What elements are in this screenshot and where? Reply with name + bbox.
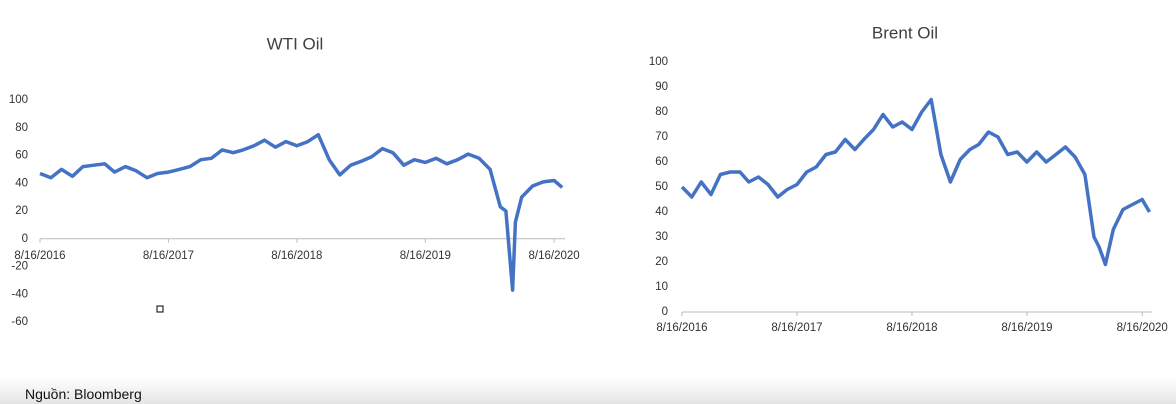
y-tick-label: 100 xyxy=(9,94,28,106)
y-tick-label: 10 xyxy=(655,281,668,293)
source: Nguồn: Bloomberg xyxy=(25,386,142,402)
y-tick-label: 20 xyxy=(15,205,28,217)
y-tick-label: 90 xyxy=(655,81,668,93)
y-tick-label: -40 xyxy=(11,288,28,300)
y-tick-label: 30 xyxy=(655,231,668,243)
line-series xyxy=(680,97,1152,267)
x-tick-label: 8/16/2016 xyxy=(656,322,707,334)
y-tick-label: 50 xyxy=(655,181,668,193)
line-series xyxy=(39,132,564,292)
x-tick-label: 8/16/2018 xyxy=(271,250,322,262)
y-tick-label: 0 xyxy=(662,306,668,318)
y-tick-label: -60 xyxy=(11,316,28,328)
x-tick-label: 8/16/2020 xyxy=(529,250,580,262)
x-tick-label: 8/16/2019 xyxy=(400,250,451,262)
x-tick-label: 8/16/2020 xyxy=(1117,322,1168,334)
y-tick-label: 60 xyxy=(15,150,28,162)
marker-square xyxy=(156,305,164,313)
y-tick-label: 100 xyxy=(649,56,668,68)
x-tick-label: 8/16/2017 xyxy=(143,250,194,262)
y-tick-label: 40 xyxy=(655,206,668,218)
x-tick-label: 8/16/2017 xyxy=(771,322,822,334)
y-tick-label: 80 xyxy=(655,106,668,118)
y-tick-label: -20 xyxy=(11,261,28,273)
x-tick-label: 8/16/2019 xyxy=(1001,322,1052,334)
y-tick-label: 0 xyxy=(22,233,28,245)
x-tick-label: 8/16/2018 xyxy=(886,322,937,334)
y-tick-label: 40 xyxy=(15,177,28,189)
x-tick-label: 8/16/2016 xyxy=(14,250,65,262)
y-tick-label: 20 xyxy=(655,256,668,268)
y-tick-label: 70 xyxy=(655,131,668,143)
footer: Nguồn: Bloomberg xyxy=(0,378,1176,404)
chart-title: Brent Oil xyxy=(872,23,938,42)
y-tick-label: 60 xyxy=(655,156,668,168)
chart-title: WTI Oil xyxy=(267,34,324,53)
y-tick-label: 80 xyxy=(15,122,28,134)
